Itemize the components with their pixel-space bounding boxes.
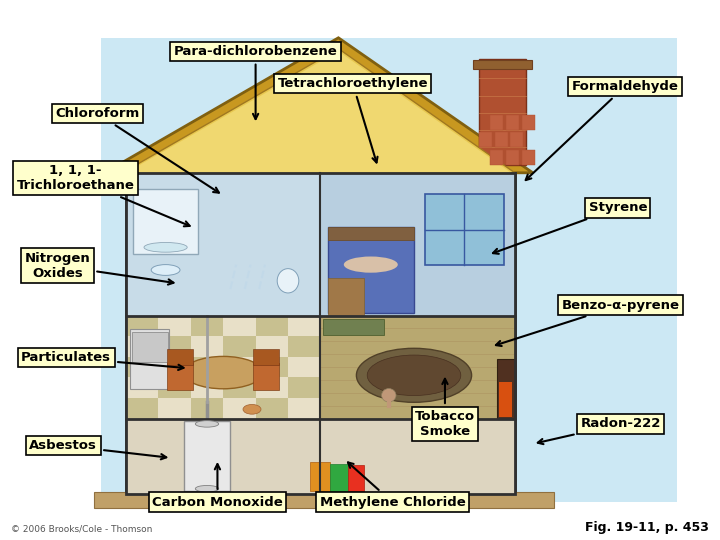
Bar [126, 173, 515, 494]
Text: © 2006 Brooks/Cole - Thomson: © 2006 Brooks/Cole - Thomson [11, 524, 152, 534]
Bar [288, 316, 320, 336]
Bar [158, 398, 191, 419]
Bar [126, 418, 515, 494]
Bar [130, 329, 169, 389]
Bar [167, 349, 193, 364]
Text: Formaldehyde: Formaldehyde [526, 80, 678, 180]
Bar [522, 150, 535, 165]
Bar [479, 132, 492, 147]
Text: Particulates: Particulates [21, 351, 184, 370]
Bar [158, 377, 191, 398]
Bar [158, 357, 191, 377]
Bar [256, 316, 288, 336]
Ellipse shape [195, 421, 219, 427]
Bar [126, 173, 320, 316]
Bar [126, 377, 158, 398]
Bar [133, 189, 198, 254]
Ellipse shape [367, 355, 461, 395]
Bar [490, 115, 503, 130]
Bar [191, 336, 223, 357]
Bar [191, 316, 223, 336]
Text: Asbestos: Asbestos [30, 439, 166, 460]
Bar [223, 377, 256, 398]
Bar [256, 377, 288, 398]
Bar [253, 363, 279, 390]
Text: Para-dichlorobenzene: Para-dichlorobenzene [174, 45, 338, 119]
Bar [499, 382, 512, 417]
Bar [158, 336, 191, 357]
Bar [510, 132, 523, 147]
Bar [473, 60, 532, 69]
Bar [328, 278, 364, 316]
Text: Tetrachloroethylene: Tetrachloroethylene [277, 77, 428, 163]
Bar [253, 349, 279, 364]
Bar [320, 316, 515, 418]
Polygon shape [104, 38, 533, 173]
Bar [126, 357, 158, 377]
Text: Fig. 19-11, p. 453: Fig. 19-11, p. 453 [585, 521, 709, 534]
Text: Tobacco
Smoke: Tobacco Smoke [415, 379, 475, 438]
Polygon shape [122, 49, 515, 173]
Polygon shape [126, 51, 511, 173]
Bar [223, 336, 256, 357]
Bar [126, 336, 158, 357]
Ellipse shape [382, 389, 396, 402]
Bar [479, 59, 526, 165]
Bar [94, 492, 554, 508]
Bar [348, 465, 364, 491]
Bar [126, 316, 320, 418]
Ellipse shape [277, 269, 299, 293]
Bar [323, 319, 384, 335]
Ellipse shape [344, 256, 397, 273]
Bar [310, 462, 330, 491]
Bar [320, 173, 515, 316]
Bar [328, 227, 414, 240]
Bar [167, 363, 193, 390]
Text: Nitrogen
Oxides: Nitrogen Oxides [24, 252, 174, 285]
Bar [223, 398, 256, 419]
Ellipse shape [151, 265, 180, 275]
Bar [191, 398, 223, 419]
Bar [328, 227, 414, 240]
Bar [256, 357, 288, 377]
Bar [522, 115, 535, 130]
Ellipse shape [356, 348, 472, 402]
Bar [256, 336, 288, 357]
Ellipse shape [144, 242, 187, 252]
Bar [126, 316, 158, 336]
Bar [495, 132, 508, 147]
Bar [126, 173, 515, 494]
Bar [288, 336, 320, 357]
Bar [126, 398, 158, 419]
Bar [490, 150, 503, 165]
Bar [288, 398, 320, 419]
Text: Styrene: Styrene [493, 201, 647, 254]
Text: Benzo-α-pyrene: Benzo-α-pyrene [496, 299, 680, 346]
Bar [288, 377, 320, 398]
Bar [288, 357, 320, 377]
Bar [158, 316, 191, 336]
Text: 1, 1, 1-
Trichloroethane: 1, 1, 1- Trichloroethane [17, 164, 189, 226]
Ellipse shape [184, 356, 263, 389]
Bar [191, 357, 223, 377]
Bar [506, 115, 519, 130]
Bar [132, 332, 168, 362]
Bar [328, 227, 414, 313]
Text: Radon-222: Radon-222 [538, 417, 661, 444]
Bar [425, 194, 504, 265]
Text: Methylene Chloride: Methylene Chloride [320, 462, 465, 509]
Bar [256, 398, 288, 419]
Bar [101, 38, 677, 502]
Ellipse shape [195, 485, 219, 492]
Bar [330, 464, 348, 491]
Bar [184, 421, 230, 491]
Bar [191, 377, 223, 398]
Text: Carbon Monoxide: Carbon Monoxide [152, 464, 283, 509]
Ellipse shape [243, 404, 261, 414]
Bar [497, 359, 515, 418]
Bar [506, 150, 519, 165]
Text: Chloroform: Chloroform [55, 107, 219, 193]
Bar [223, 316, 256, 336]
Bar [223, 357, 256, 377]
